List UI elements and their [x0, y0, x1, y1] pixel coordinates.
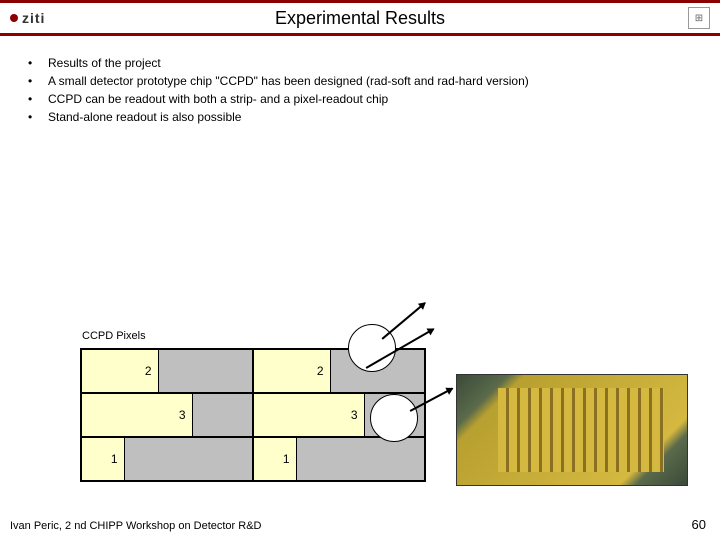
footer-text: Ivan Peric, 2 nd CHIPP Workshop on Detec…	[10, 520, 261, 532]
table-cell: 3	[81, 393, 253, 437]
table-cell: 2	[253, 349, 425, 393]
logo-text: ziti	[22, 10, 45, 26]
yellow-bar: 3	[254, 394, 365, 436]
table-cell: 1	[81, 437, 253, 481]
chip-photo	[456, 374, 688, 486]
arrow-icon	[382, 302, 426, 339]
page-number: 60	[692, 517, 706, 532]
logo-dot-icon	[10, 14, 18, 22]
bullet-item: Results of the project	[20, 54, 700, 72]
yellow-bar: 3	[82, 394, 193, 436]
yellow-bar: 1	[82, 438, 125, 480]
table-cell: 2	[81, 349, 253, 393]
header-stripe-bottom	[0, 33, 720, 36]
bullet-item: Stand-alone readout is also possible	[20, 108, 700, 126]
slide-header: ziti Experimental Results ⊞	[0, 0, 720, 36]
logo-left: ziti	[10, 10, 45, 26]
content-area: Results of the project A small detector …	[0, 36, 720, 126]
table-cell: 1	[253, 437, 425, 481]
table-row: 1 1	[81, 437, 425, 481]
yellow-bar: 2	[82, 350, 159, 392]
page-title: Experimental Results	[275, 8, 445, 29]
callout-circle-icon	[370, 394, 418, 442]
bullet-item: A small detector prototype chip "CCPD" h…	[20, 72, 700, 90]
yellow-bar: 1	[254, 438, 297, 480]
bullet-list: Results of the project A small detector …	[20, 54, 700, 126]
pixels-label: CCPD Pixels	[82, 330, 146, 342]
chip-inner-pattern	[498, 388, 664, 472]
header-stripe-top	[0, 0, 720, 3]
bullet-item: CCPD can be readout with both a strip- a…	[20, 90, 700, 108]
logo-right-icon: ⊞	[688, 7, 710, 29]
yellow-bar: 2	[254, 350, 331, 392]
